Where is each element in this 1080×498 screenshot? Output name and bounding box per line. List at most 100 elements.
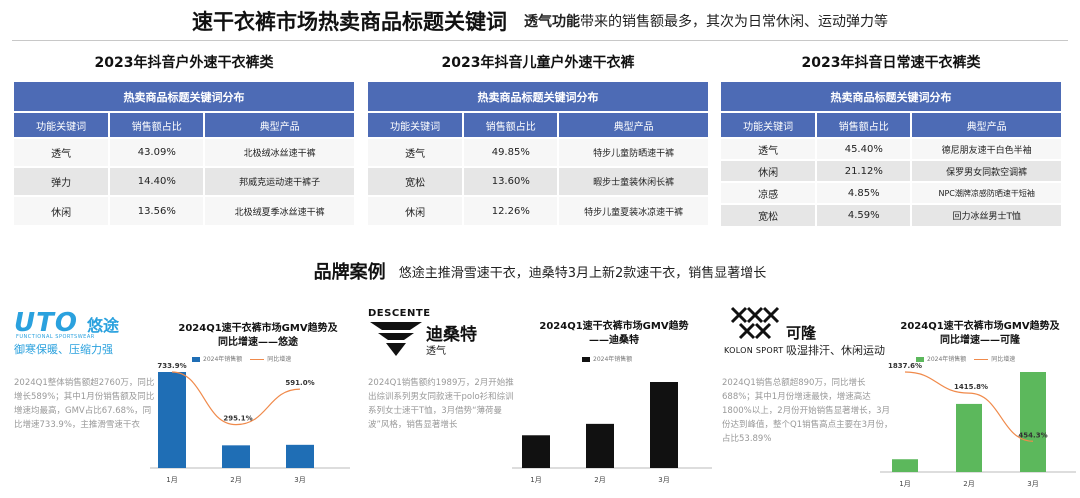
keyword-cell: 休闲 [368,195,464,225]
chart-legend: 2024年销售额 [582,354,632,363]
keyword-cell: 透气 [14,137,110,167]
x-tick-label: 1月 [166,476,177,484]
brand-tagline: 御寒保暖、压缩力强 [14,343,113,356]
chart-title-line-1: 2024Q1速干衣裤市场GMV趋势 [539,321,689,332]
brand-tagline: 透气 [426,346,446,357]
kolon-logo-text: KOLON SPORT [724,346,784,355]
descente-logo-icon [370,322,422,356]
header-divider [12,40,1068,41]
brand-section-subtitle: 悠途主推滑雪速干衣，迪桑特3月上新2款速干衣，销售显著增长 [398,265,767,281]
column-header: 功能关键词 [368,111,464,138]
share-cell: 4.59% [815,203,912,226]
keyword-table: 热卖商品标题关键词分布 功能关键词 销售额占比 典型产品 透气 43.09% 北… [14,82,354,225]
column-header: 功能关键词 [14,111,110,138]
x-tick-label: 2月 [594,476,605,484]
chart-title-line-1: 2024Q1速干衣裤市场GMV趋势及 [178,323,338,334]
legend-line-label: 同比增速 [267,356,292,363]
growth-line [904,371,1034,442]
chart-legend: 2024年销售额 同比增速 [916,354,1015,363]
legend-line-swatch [974,359,989,360]
x-tick-label: 3月 [294,476,305,484]
keyword-cell: 休闲 [14,195,110,225]
gmv-chart-descente: 1月 2月 3月 [512,382,712,484]
share-cell: 49.85% [462,137,559,167]
legend-line-label: 同比增速 [991,356,1016,363]
line-data-label: 295.1% [223,415,252,423]
keyword-table: 热卖商品标题关键词分布 功能关键词 销售额占比 典型产品 透气 45.40% 德… [721,82,1061,226]
column-header: 功能关键词 [721,111,817,138]
bar [158,372,186,468]
brand-name: 悠途 [87,316,120,335]
legend-bar-swatch [192,357,200,362]
chart-title-line-2: 同比增速——可隆 [940,335,1020,346]
bar [892,459,918,472]
product-cell: 特步儿童防晒速干裤 [557,137,708,167]
uto-logo-subtext: FUNCTIONAL SPORTSWEAR [16,334,95,340]
keyword-cell: 凉感 [721,181,817,204]
bar [956,403,982,472]
bar [222,445,250,468]
line-data-label: 733.9% [157,362,186,370]
uto-logo: UTO 悠途 [14,308,119,338]
subtitle-rest: 带来的销售额最多，其次为日常休闲、运动弹力等 [580,14,889,30]
brand-name: 迪桑特 [426,325,477,345]
table-row: 透气 49.85% 特步儿童防晒速干裤 [368,137,708,167]
panel-title: 2023年抖音日常速干衣裤类 [801,55,981,71]
growth-line [171,371,301,426]
table-banner: 热卖商品标题关键词分布 [368,82,708,112]
brand-section-header: 品牌案例 悠途主推滑雪速干衣，迪桑特3月上新2款速干衣，销售显著增长 [0,258,1080,284]
table-row: 透气 43.09% 北极绒冰丝速干裤 [14,137,354,167]
product-cell: NPC潮牌凉感防晒速干短袖 [910,181,1061,204]
keyword-cell: 休闲 [721,159,817,182]
table-row: 休闲 21.12% 保罗男女同款空调裤 [721,159,1061,182]
gmv-chart-kolon: 1月 2月 3月 1837.6% 1415.8% 454.3% [880,362,1076,488]
share-cell: 43.09% [108,137,205,167]
keyword-cell: 弹力 [14,166,110,196]
bar [586,423,614,468]
bar [1020,372,1046,472]
product-cell: 北极绒冰丝速干裤 [203,137,354,167]
bar [650,382,678,468]
brand-section-title: 品牌案例 [313,262,386,283]
case-kolon: KOLON SPORT 可隆 吸湿排汗、休闲运动 2024Q1销售总额超890万… [720,296,1078,496]
case-descente: DESCENTE 迪桑特 透气 2024Q1销售额约1989万，2月开始推出综训… [362,296,718,496]
brand-description: 2024Q1销售总额超890万，同比增长688%；其中1月份增速最快，增速高达1… [722,378,893,444]
table-row: 宽松 4.59% 回力冰丝男士T恤 [721,203,1061,226]
panel-title: 2023年抖音户外速干衣裤类 [94,55,274,71]
table-row: 透气 45.40% 德尼朋友速干白色半袖 [721,137,1061,160]
column-header: 销售额占比 [462,111,559,138]
share-cell: 13.56% [108,195,205,225]
page-header: 速干衣裤市场热卖商品标题关键词 透气功能带来的销售额最多，其次为日常休闲、运动弹… [0,6,1080,36]
subtitle-highlight: 透气功能 [524,14,581,30]
keyword-table: 热卖商品标题关键词分布 功能关键词 销售额占比 典型产品 透气 49.85% 特… [368,82,708,225]
column-header: 典型产品 [203,111,354,138]
kolon-logo-icon [730,306,780,340]
product-cell: 德尼朋友速干白色半袖 [910,137,1061,160]
product-cell: 邦威克运动速干裤子 [203,166,354,196]
product-cell: 暇步士童装休闲长裤 [557,166,708,196]
table-row: 凉感 4.85% NPC潮牌凉感防晒速干短袖 [721,181,1061,204]
table-row: 休闲 13.56% 北极绒夏季冰丝速干裤 [14,195,354,225]
keyword-cell: 宽松 [721,203,817,226]
table-row: 弹力 14.40% 邦威克运动速干裤子 [14,166,354,196]
line-data-label: 454.3% [1018,431,1047,439]
share-cell: 12.26% [462,195,559,225]
legend-bar-label: 2024年销售额 [927,356,967,363]
gmv-chart-uto: 1月 2月 3月 733.9% 295.1% 591.0% [150,362,350,484]
bar [522,435,550,468]
line-data-label: 591.0% [285,379,314,387]
brand-name: 可隆 [786,324,817,342]
chart-legend: 2024年销售额 同比增速 [192,354,291,363]
uto-logo-mark: UTO [14,308,78,338]
product-cell: 特步儿童夏装冰凉速干裤 [557,195,708,225]
share-cell: 21.12% [815,159,912,182]
keyword-cell: 宽松 [368,166,464,196]
product-cell: 北极绒夏季冰丝速干裤 [203,195,354,225]
legend-bar-swatch [582,357,590,362]
share-cell: 4.85% [815,181,912,204]
column-header: 典型产品 [557,111,708,138]
product-cell: 回力冰丝男士T恤 [910,203,1061,226]
column-header: 典型产品 [910,111,1061,138]
chart-title-line-2: ——迪桑特 [589,335,639,346]
brand-description: 2024Q1销售额约1989万，2月开始推出综训系列男女同款速干polo衫和综训… [368,378,514,430]
